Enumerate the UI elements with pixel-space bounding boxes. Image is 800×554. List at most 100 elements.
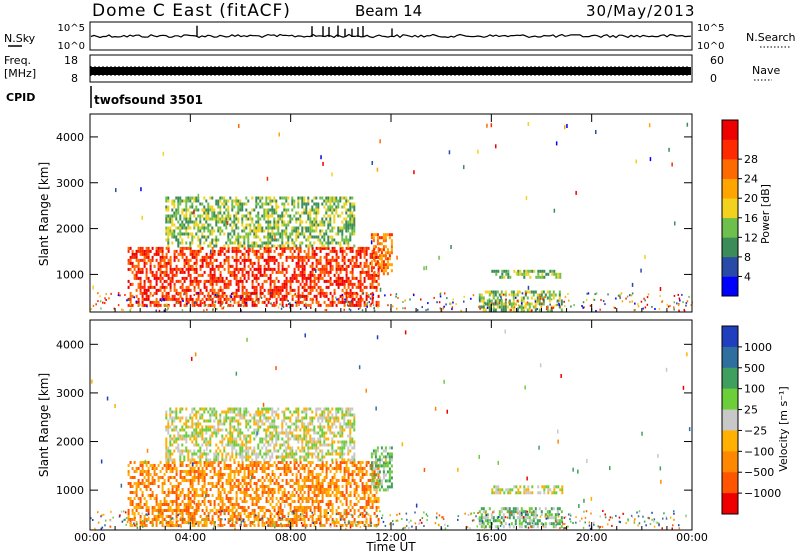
echo-cell: [299, 518, 302, 521]
noise-cell: [488, 298, 491, 301]
echo-cell: [333, 476, 336, 479]
echo-cell: [283, 297, 286, 301]
echo-cell: [213, 303, 216, 307]
echo-cell: [529, 275, 532, 279]
echo-cell: [171, 419, 174, 423]
echo-cell: [331, 491, 334, 494]
echo-cell: [259, 497, 262, 500]
echo-cell: [179, 416, 182, 420]
echo-cell: [241, 214, 244, 218]
echo-cell: [139, 267, 142, 271]
echo-cell: [539, 275, 542, 279]
echo-cell: [273, 211, 276, 215]
echo-cell: [225, 479, 228, 482]
echo-cell: [331, 506, 334, 509]
colorbar-cell: [722, 237, 738, 258]
noise-cell: [637, 303, 639, 306]
echo-cell: [295, 244, 298, 248]
echo-cell: [191, 431, 194, 435]
echo-cell: [293, 241, 296, 245]
echo-cell: [187, 208, 190, 212]
echo-cell: [283, 244, 286, 248]
noise-cell: [373, 307, 375, 310]
echo-cell: [191, 458, 194, 462]
echo-cell: [373, 488, 376, 491]
echo-cell: [510, 293, 513, 297]
echo-cell: [287, 482, 290, 485]
echo-cell: [301, 226, 304, 230]
echo-cell: [209, 244, 212, 248]
echo-cell: [265, 244, 268, 248]
echo-cell: [307, 196, 310, 200]
echo-cell: [145, 252, 148, 256]
echo-cell: [307, 467, 310, 470]
noise-cell: [119, 294, 121, 297]
echo-cell: [183, 449, 186, 453]
noise-cell: [427, 308, 429, 311]
echo-cell: [255, 196, 258, 200]
echo-cell: [247, 238, 250, 242]
echo-cell: [299, 461, 302, 464]
noise-cell: [396, 307, 398, 310]
echo-cell: [331, 196, 334, 200]
echo-cell: [273, 521, 276, 524]
echo-cell: [323, 524, 326, 527]
echo-cell: [207, 261, 210, 265]
noise-cell: [162, 298, 165, 300]
echo-cell: [261, 515, 264, 518]
echo-cell: [253, 461, 256, 464]
echo-cell: [181, 428, 184, 432]
echo-cell: [253, 226, 256, 230]
echo-cell: [157, 276, 160, 280]
echo-cell: [295, 476, 298, 479]
echo-cell: [313, 202, 316, 206]
echo-cell: [505, 269, 508, 273]
echo-cell: [382, 269, 385, 273]
noise-cell: [546, 305, 548, 308]
echo-cell: [175, 512, 178, 515]
echo-cell: [161, 503, 164, 506]
echo-cell: [153, 300, 156, 304]
echo-cell: [127, 515, 130, 518]
echo-cell: [253, 232, 256, 236]
echo-cell: [233, 294, 236, 298]
echo-cell: [197, 482, 200, 485]
echo-cell: [247, 488, 250, 491]
echo-cell: [163, 264, 166, 268]
noise-cell: [356, 293, 359, 296]
echo-cell: [241, 291, 244, 295]
echo-cell: [313, 512, 316, 515]
echo-cell: [317, 473, 320, 476]
echo-cell: [165, 285, 168, 289]
echo-cell: [247, 249, 250, 253]
echo-cell: [261, 509, 264, 512]
echo-cell: [137, 506, 140, 509]
echo-cell: [239, 515, 242, 518]
noise-cell: [540, 306, 543, 308]
echo-cell: [301, 199, 304, 203]
echo-cell: [201, 261, 204, 265]
echo-cell: [165, 413, 168, 417]
echo-cell: [377, 303, 380, 307]
echo-cell: [221, 506, 224, 509]
echo-cell: [217, 226, 220, 230]
echo-cell: [283, 223, 286, 227]
echo-cell: [257, 249, 260, 253]
echo-cell: [329, 258, 332, 262]
echo-cell: [345, 491, 348, 494]
echo-cell: [187, 419, 190, 423]
echo-cell: [247, 264, 250, 268]
echo-cell: [287, 497, 290, 500]
echo-cell: [327, 482, 330, 485]
echo-cell: [175, 416, 178, 420]
echo-cell: [183, 217, 186, 221]
echo-cell: [311, 461, 314, 464]
echo-cell: [277, 267, 280, 271]
echo-cell: [201, 479, 204, 482]
echo-cell: [135, 294, 138, 298]
echo-cell: [283, 464, 286, 467]
echo-cell: [313, 488, 316, 491]
echo-cell: [165, 270, 168, 274]
echo-cell: [247, 482, 250, 485]
echo-cell: [341, 288, 344, 292]
